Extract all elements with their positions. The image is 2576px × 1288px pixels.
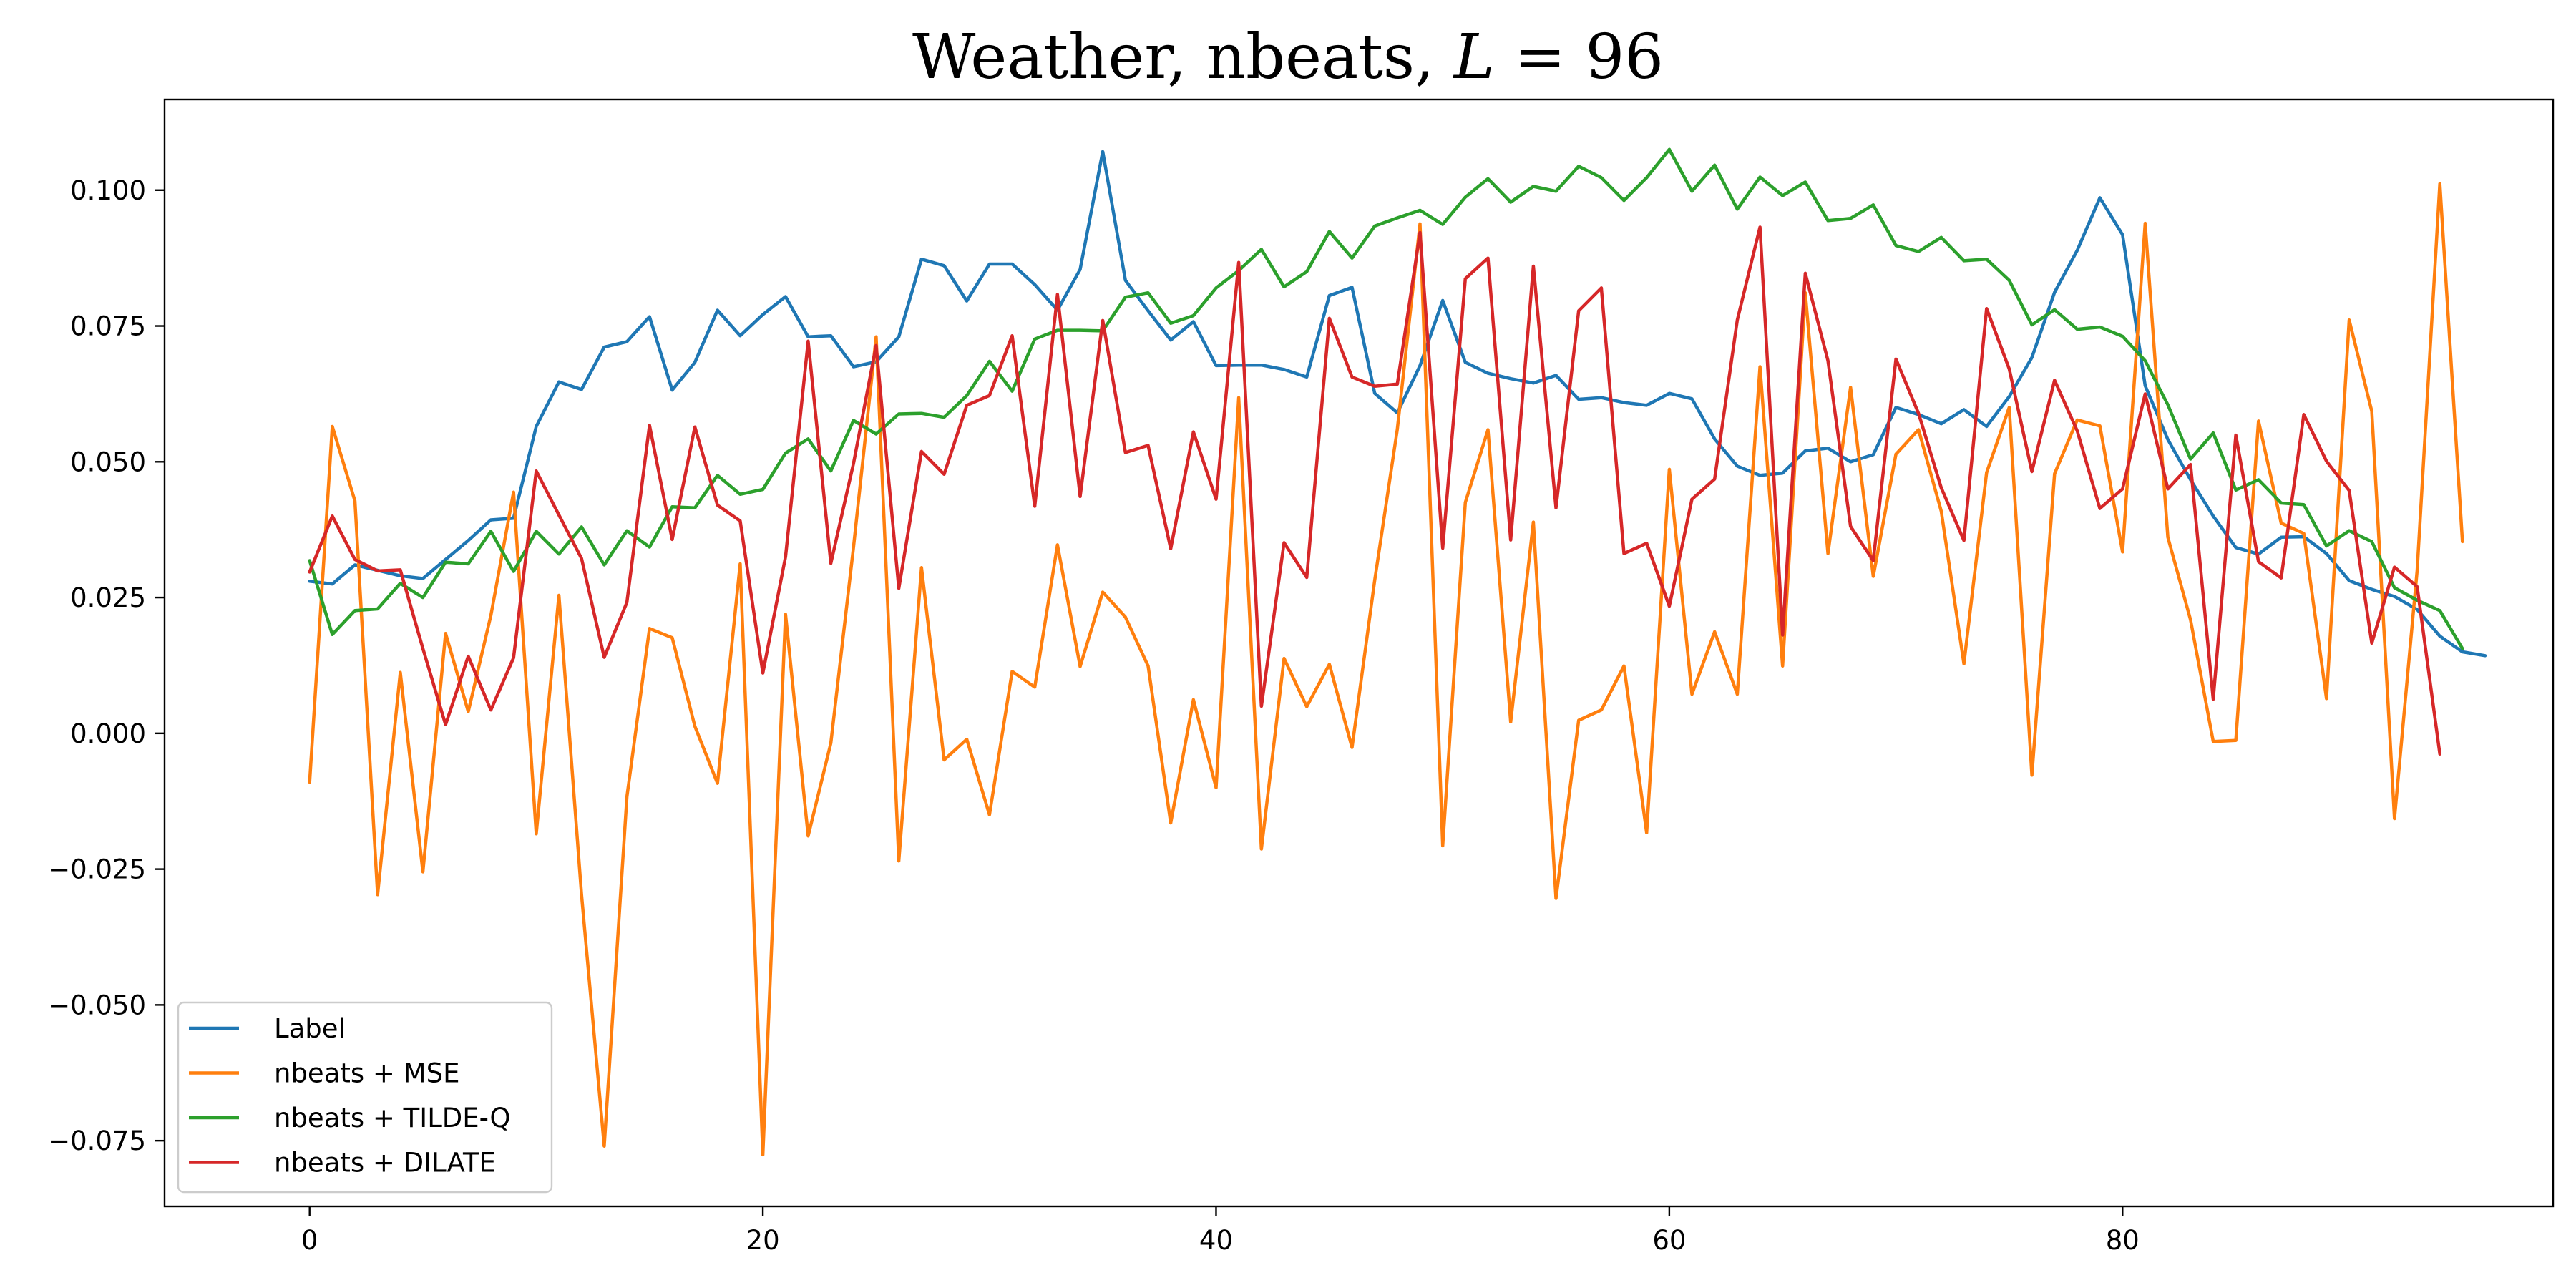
y-tick-label: 0.000 bbox=[70, 718, 146, 749]
legend-label-2: nbeats + TILDE-Q bbox=[274, 1103, 511, 1133]
legend: Label nbeats + MSE nbeats + TILDE-Q nbeats … bbox=[177, 1001, 553, 1194]
series-line-0 bbox=[308, 150, 2487, 658]
y-tick-label: 0.025 bbox=[70, 582, 146, 613]
y-tick-label: −0.025 bbox=[48, 854, 146, 885]
chart-title-prefix: Weather, nbeats, bbox=[912, 21, 1454, 93]
chart-title-var: L bbox=[1453, 21, 1495, 93]
series-line-2 bbox=[308, 147, 2464, 650]
series-layer bbox=[308, 147, 2487, 1157]
legend-label-0: Label bbox=[274, 1013, 346, 1044]
legend-box bbox=[177, 1001, 553, 1194]
x-tick-label: 60 bbox=[1652, 1225, 1686, 1256]
legend-label-3: nbeats + DILATE bbox=[274, 1148, 496, 1179]
x-axis: 0 20 40 60 80 bbox=[301, 1206, 2140, 1256]
y-tick-label: −0.050 bbox=[48, 990, 146, 1020]
y-tick-label: 0.050 bbox=[70, 447, 146, 477]
x-tick-label: 0 bbox=[301, 1225, 318, 1256]
legend-label-1: nbeats + MSE bbox=[274, 1058, 459, 1089]
x-tick-label: 80 bbox=[2106, 1225, 2140, 1256]
series-line-1 bbox=[308, 182, 2464, 1157]
x-tick-label: 20 bbox=[746, 1225, 780, 1256]
series-line-3 bbox=[308, 225, 2441, 756]
chart-title: Weather, nbeats, L = 96 bbox=[0, 21, 2576, 93]
y-tick-label: 0.075 bbox=[70, 311, 146, 342]
chart-title-suffix: = 96 bbox=[1494, 21, 1664, 93]
y-axis: −0.075 −0.050 −0.025 0.000 0.025 0.050 0.075 0.… bbox=[48, 175, 165, 1156]
y-tick-label: −0.075 bbox=[48, 1126, 146, 1156]
x-tick-label: 40 bbox=[1199, 1225, 1233, 1256]
y-tick-label: 0.100 bbox=[70, 175, 146, 206]
plot-area-frame bbox=[163, 98, 2555, 1208]
